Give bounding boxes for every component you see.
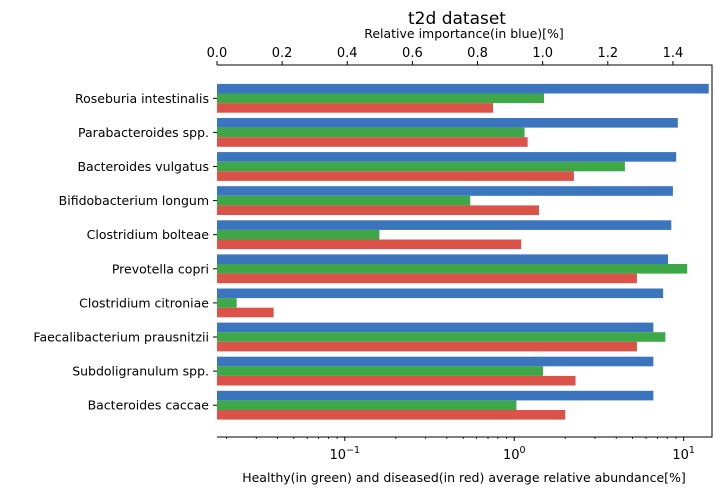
plot-frame [216,64,713,438]
bar-importance-roseburia-intestinalis [217,83,709,94]
top-tick-label: 0.6 [402,46,423,61]
bar-importance-subdoligranulum-spp [217,356,654,367]
bar-healthy-clostridium-citroniae [217,298,237,308]
top-tick-label: 1.2 [597,46,618,61]
bar-healthy-subdoligranulum-spp [217,366,544,376]
bar-healthy-clostridium-bolteae [217,229,380,240]
bar-diseased-clostridium-citroniae [217,307,274,318]
bar-importance-bacteroides-vulgatus [217,152,677,162]
bar-diseased-bacteroides-vulgatus [217,171,574,181]
bar-importance-bacteroides-caccae [217,390,654,401]
top-axis-title: Relative importance(in blue)[%] [364,26,564,41]
category-labels: Roseburia intestinalis Parabacteroides sp… [33,91,217,413]
bar-healthy-bifidobacterium-longum [217,195,471,206]
bar-diseased-subdoligranulum-spp [217,375,576,386]
category-label: Bacteroides caccae [88,398,210,413]
bar-diseased-bifidobacterium-longum [217,205,539,215]
top-tick-label: 0.0 [207,46,228,61]
bar-healthy-parabacteroides-spp [217,127,525,138]
bottom-tick-label: 100 [503,445,526,463]
category-label: Parabacteroides spp. [78,125,209,140]
bar-diseased-prevotella-copri [217,273,637,284]
bottom-tick-label: 10−1 [330,445,361,463]
category-label: Clostridium bolteae [87,227,210,242]
bar-healthy-bacteroides-vulgatus [217,161,625,172]
bar-importance-faecalibacterium-prausnitzii [217,322,654,333]
top-tick-label: 1.0 [532,46,553,61]
category-label: Bifidobacterium longum [59,193,209,208]
bar-healthy-prevotella-copri [217,264,688,274]
bar-importance-parabacteroides-spp [217,118,678,128]
bar-healthy-faecalibacterium-prausnitzii [217,332,666,342]
bar-group [217,83,709,420]
bar-diseased-clostridium-bolteae [217,239,522,250]
top-tick-label: 0.4 [337,46,358,61]
bar-importance-clostridium-citroniae [217,288,664,299]
bar-diseased-faecalibacterium-prausnitzii [217,341,637,352]
category-label: Bacteroides vulgatus [77,159,209,174]
bar-diseased-roseburia-intestinalis [217,103,494,113]
category-label: Prevotella copri [112,261,209,276]
bar-importance-clostridium-bolteae [217,220,672,230]
top-axis-ticks: 0.0 0.2 0.4 0.6 0.8 1.0 1.2 1.4 [207,46,684,65]
bottom-axis-title: Healthy(in green) and diseased(in red) a… [242,470,686,485]
bar-importance-bifidobacterium-longum [217,186,673,196]
bar-diseased-parabacteroides-spp [217,137,528,147]
category-label: Clostridium citroniae [79,295,209,310]
bar-importance-prevotella-copri [217,254,669,264]
top-tick-label: 1.4 [663,46,684,61]
bar-healthy-bacteroides-caccae [217,400,517,410]
bar-healthy-roseburia-intestinalis [217,93,545,104]
top-tick-label: 0.2 [272,46,293,61]
category-label: Faecalibacterium prausnitzii [33,330,209,345]
top-tick-label: 0.8 [467,46,488,61]
bottom-axis-ticks: 10−1 100 101 [226,437,695,463]
bottom-tick-label: 101 [672,445,695,463]
category-label: Roseburia intestinalis [75,91,209,106]
chart-title: t2d dataset [408,9,506,29]
bar-diseased-bacteroides-caccae [217,410,566,420]
category-label: Subdoligranulum spp. [72,364,209,379]
